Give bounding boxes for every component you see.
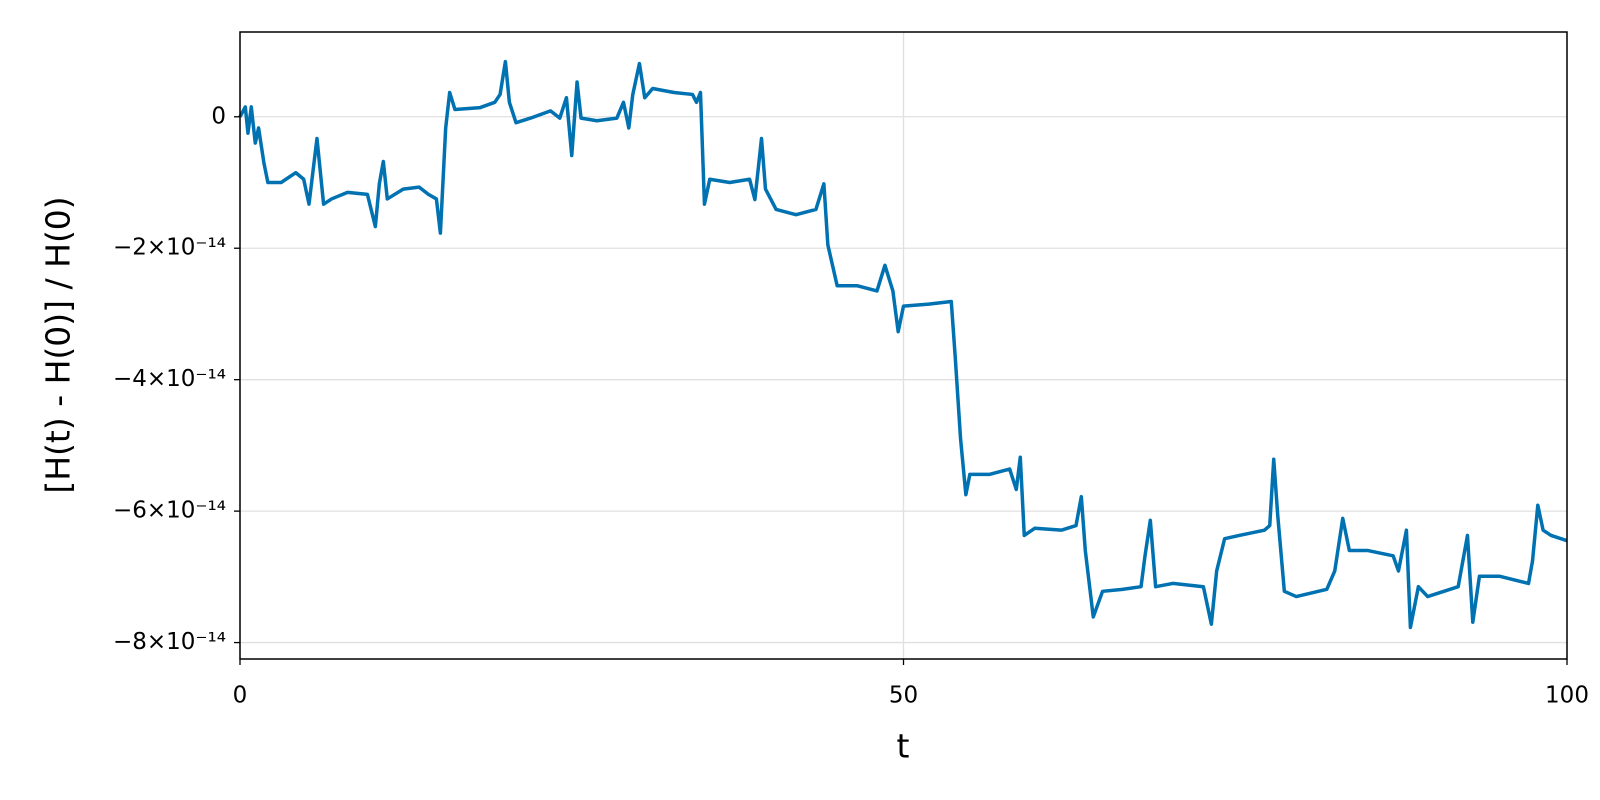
x-axis-label: t bbox=[897, 727, 910, 766]
y-tick-label: 0 bbox=[211, 103, 226, 129]
y-axis-label: [H(t) - H(0)] / H(0) bbox=[39, 196, 78, 493]
plot bbox=[238, 59, 1568, 630]
x-tick-label: 0 bbox=[233, 683, 248, 709]
x-tick-label: 50 bbox=[889, 683, 918, 709]
y-tick-label: −2×10⁻¹⁴ bbox=[113, 235, 226, 261]
data-line bbox=[238, 59, 1568, 630]
x-tick-label: 100 bbox=[1545, 683, 1589, 709]
y-tick-label: −4×10⁻¹⁴ bbox=[113, 366, 226, 392]
y-tick-label: −6×10⁻¹⁴ bbox=[113, 498, 226, 524]
y-tick-label: −8×10⁻¹⁴ bbox=[113, 629, 226, 655]
